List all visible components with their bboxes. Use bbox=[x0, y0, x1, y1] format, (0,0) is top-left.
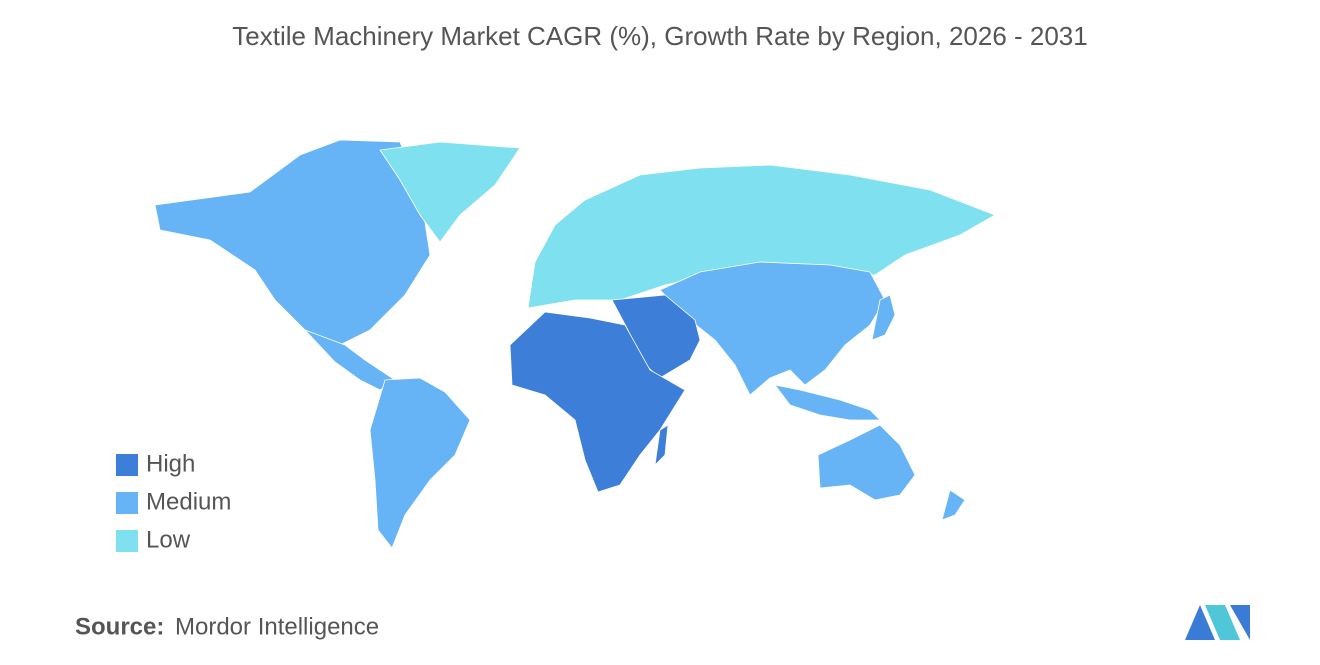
legend: High Medium Low bbox=[116, 450, 231, 553]
source-label: Source: bbox=[75, 613, 164, 640]
africa bbox=[509, 311, 686, 493]
logo-part bbox=[1185, 605, 1215, 640]
legend-label: High bbox=[146, 450, 195, 477]
australia bbox=[817, 424, 916, 501]
legend-swatch bbox=[116, 530, 138, 552]
europe-russia bbox=[527, 164, 996, 309]
madagascar bbox=[654, 424, 669, 467]
title: Textile Machinery Market CAGR (%), Growt… bbox=[232, 21, 1087, 51]
world-map bbox=[154, 139, 996, 549]
logo bbox=[1185, 605, 1250, 640]
new-zealand bbox=[941, 489, 966, 521]
greenland bbox=[379, 141, 521, 243]
legend-label: Low bbox=[146, 526, 191, 553]
logo-part bbox=[1205, 605, 1240, 640]
south-america bbox=[369, 377, 471, 549]
legend-swatch bbox=[116, 454, 138, 476]
asia bbox=[659, 261, 886, 396]
source-text: Mordor Intelligence bbox=[175, 613, 379, 640]
north-america bbox=[154, 139, 431, 346]
japan bbox=[871, 294, 896, 341]
southeast-asia bbox=[774, 384, 881, 421]
logo-part bbox=[1230, 605, 1250, 640]
legend-label: Medium bbox=[146, 488, 231, 515]
legend-swatch bbox=[116, 492, 138, 514]
